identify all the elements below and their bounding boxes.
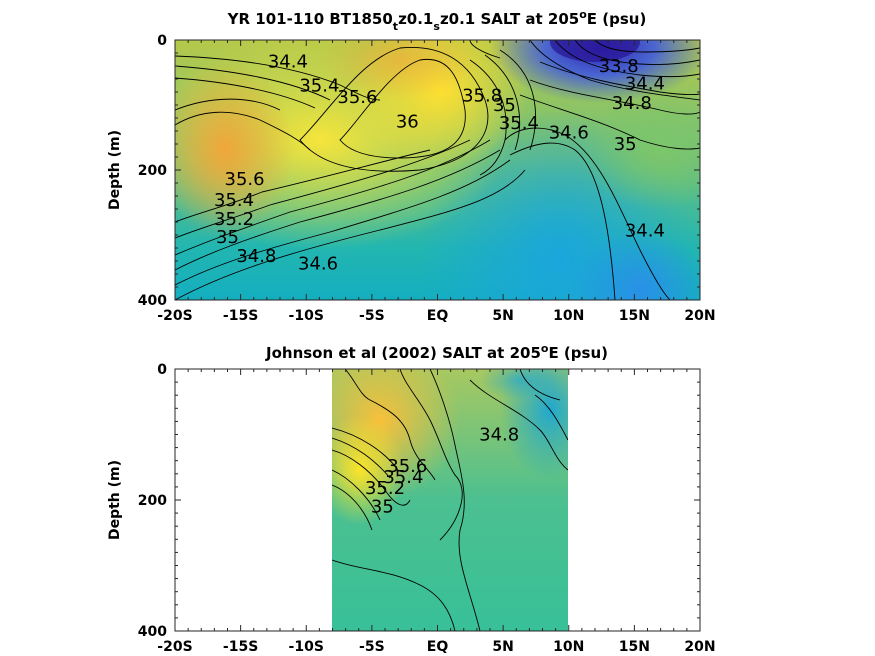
x-tick-label: 5N <box>492 639 513 655</box>
y-tick-label: 400 <box>138 293 167 309</box>
x-tick-label: 15N <box>619 639 650 655</box>
x-tick-label: -15S <box>223 308 258 324</box>
contour-label: 35.8 <box>462 85 502 106</box>
x-tick-label: -20S <box>157 639 192 655</box>
x-tick-label: EQ <box>427 308 449 324</box>
x-tick-label: EQ <box>427 639 449 655</box>
y-tick-label: 0 <box>157 33 167 49</box>
contour-label: 35.2 <box>365 478 405 499</box>
panel1-salinity-field <box>175 40 700 300</box>
panel2-title: Johnson et al (2002) SALT at 205oE (psu) <box>265 342 608 362</box>
contour-label: 35.4 <box>499 113 539 134</box>
contour-label: 34.4 <box>625 74 665 95</box>
x-tick-label: -10S <box>289 639 324 655</box>
contour-label: 35.4 <box>299 76 339 97</box>
panel1-axes: -20S -15S -10S -5S EQ 5N 10N 15N 20N 0 200 400 <box>138 33 716 324</box>
x-tick-label: 10N <box>553 308 584 324</box>
contour-label: 35.4 <box>383 467 423 488</box>
y-tick-label: 200 <box>138 163 167 179</box>
x-tick-label: -5S <box>359 308 385 324</box>
contour-label: 33.8 <box>599 56 639 77</box>
contour-label: 35 <box>216 227 239 248</box>
x-tick-label: 10N <box>553 639 584 655</box>
y-tick-label: 0 <box>157 362 167 378</box>
y-tick-label: 200 <box>138 493 167 509</box>
x-tick-label: -20S <box>157 308 192 324</box>
contour-label: 34.8 <box>236 246 276 267</box>
contour-label: 34.8 <box>612 93 652 114</box>
contour-label: 35.2 <box>214 209 254 230</box>
contour-label: 35 <box>493 95 516 116</box>
contour-label: 34.6 <box>549 122 589 143</box>
contour-label: 35 <box>614 134 637 155</box>
panel2-axes: -20S -15S -10S -5S EQ 5N 10N 15N 20N 0 200 400 <box>138 362 716 655</box>
x-tick-label: 15N <box>619 308 650 324</box>
contour-label: 34.8 <box>479 425 519 446</box>
panel2-ylabel: Depth (m) <box>107 460 123 540</box>
contour-label: 35.6 <box>225 169 265 190</box>
x-tick-label: -5S <box>359 639 385 655</box>
contour-label: 34.6 <box>298 254 338 275</box>
panel2-contour-labels: 34.8 35.635.435.235 <box>365 425 519 518</box>
x-tick-label: 20N <box>684 639 715 655</box>
contour-label: 35 <box>371 497 394 518</box>
x-tick-label: 5N <box>492 308 513 324</box>
y-tick-label: 400 <box>138 624 167 640</box>
contour-label: 35.6 <box>337 87 377 108</box>
x-tick-label: -15S <box>223 639 258 655</box>
contour-label: 36 <box>396 111 419 132</box>
contour-label: 34.4 <box>625 220 665 241</box>
contour-label: 35.4 <box>214 190 254 211</box>
panel2-salinity-field <box>332 369 568 631</box>
contour-label: 35.6 <box>387 456 427 477</box>
x-tick-label: 20N <box>684 308 715 324</box>
panel1-ylabel: Depth (m) <box>107 130 123 210</box>
x-tick-label: -10S <box>289 308 324 324</box>
panel1-title: YR 101-110 BT1850tz0.1sz0.1 SALT at 205o… <box>227 8 647 33</box>
contour-label: 34.4 <box>268 51 308 72</box>
